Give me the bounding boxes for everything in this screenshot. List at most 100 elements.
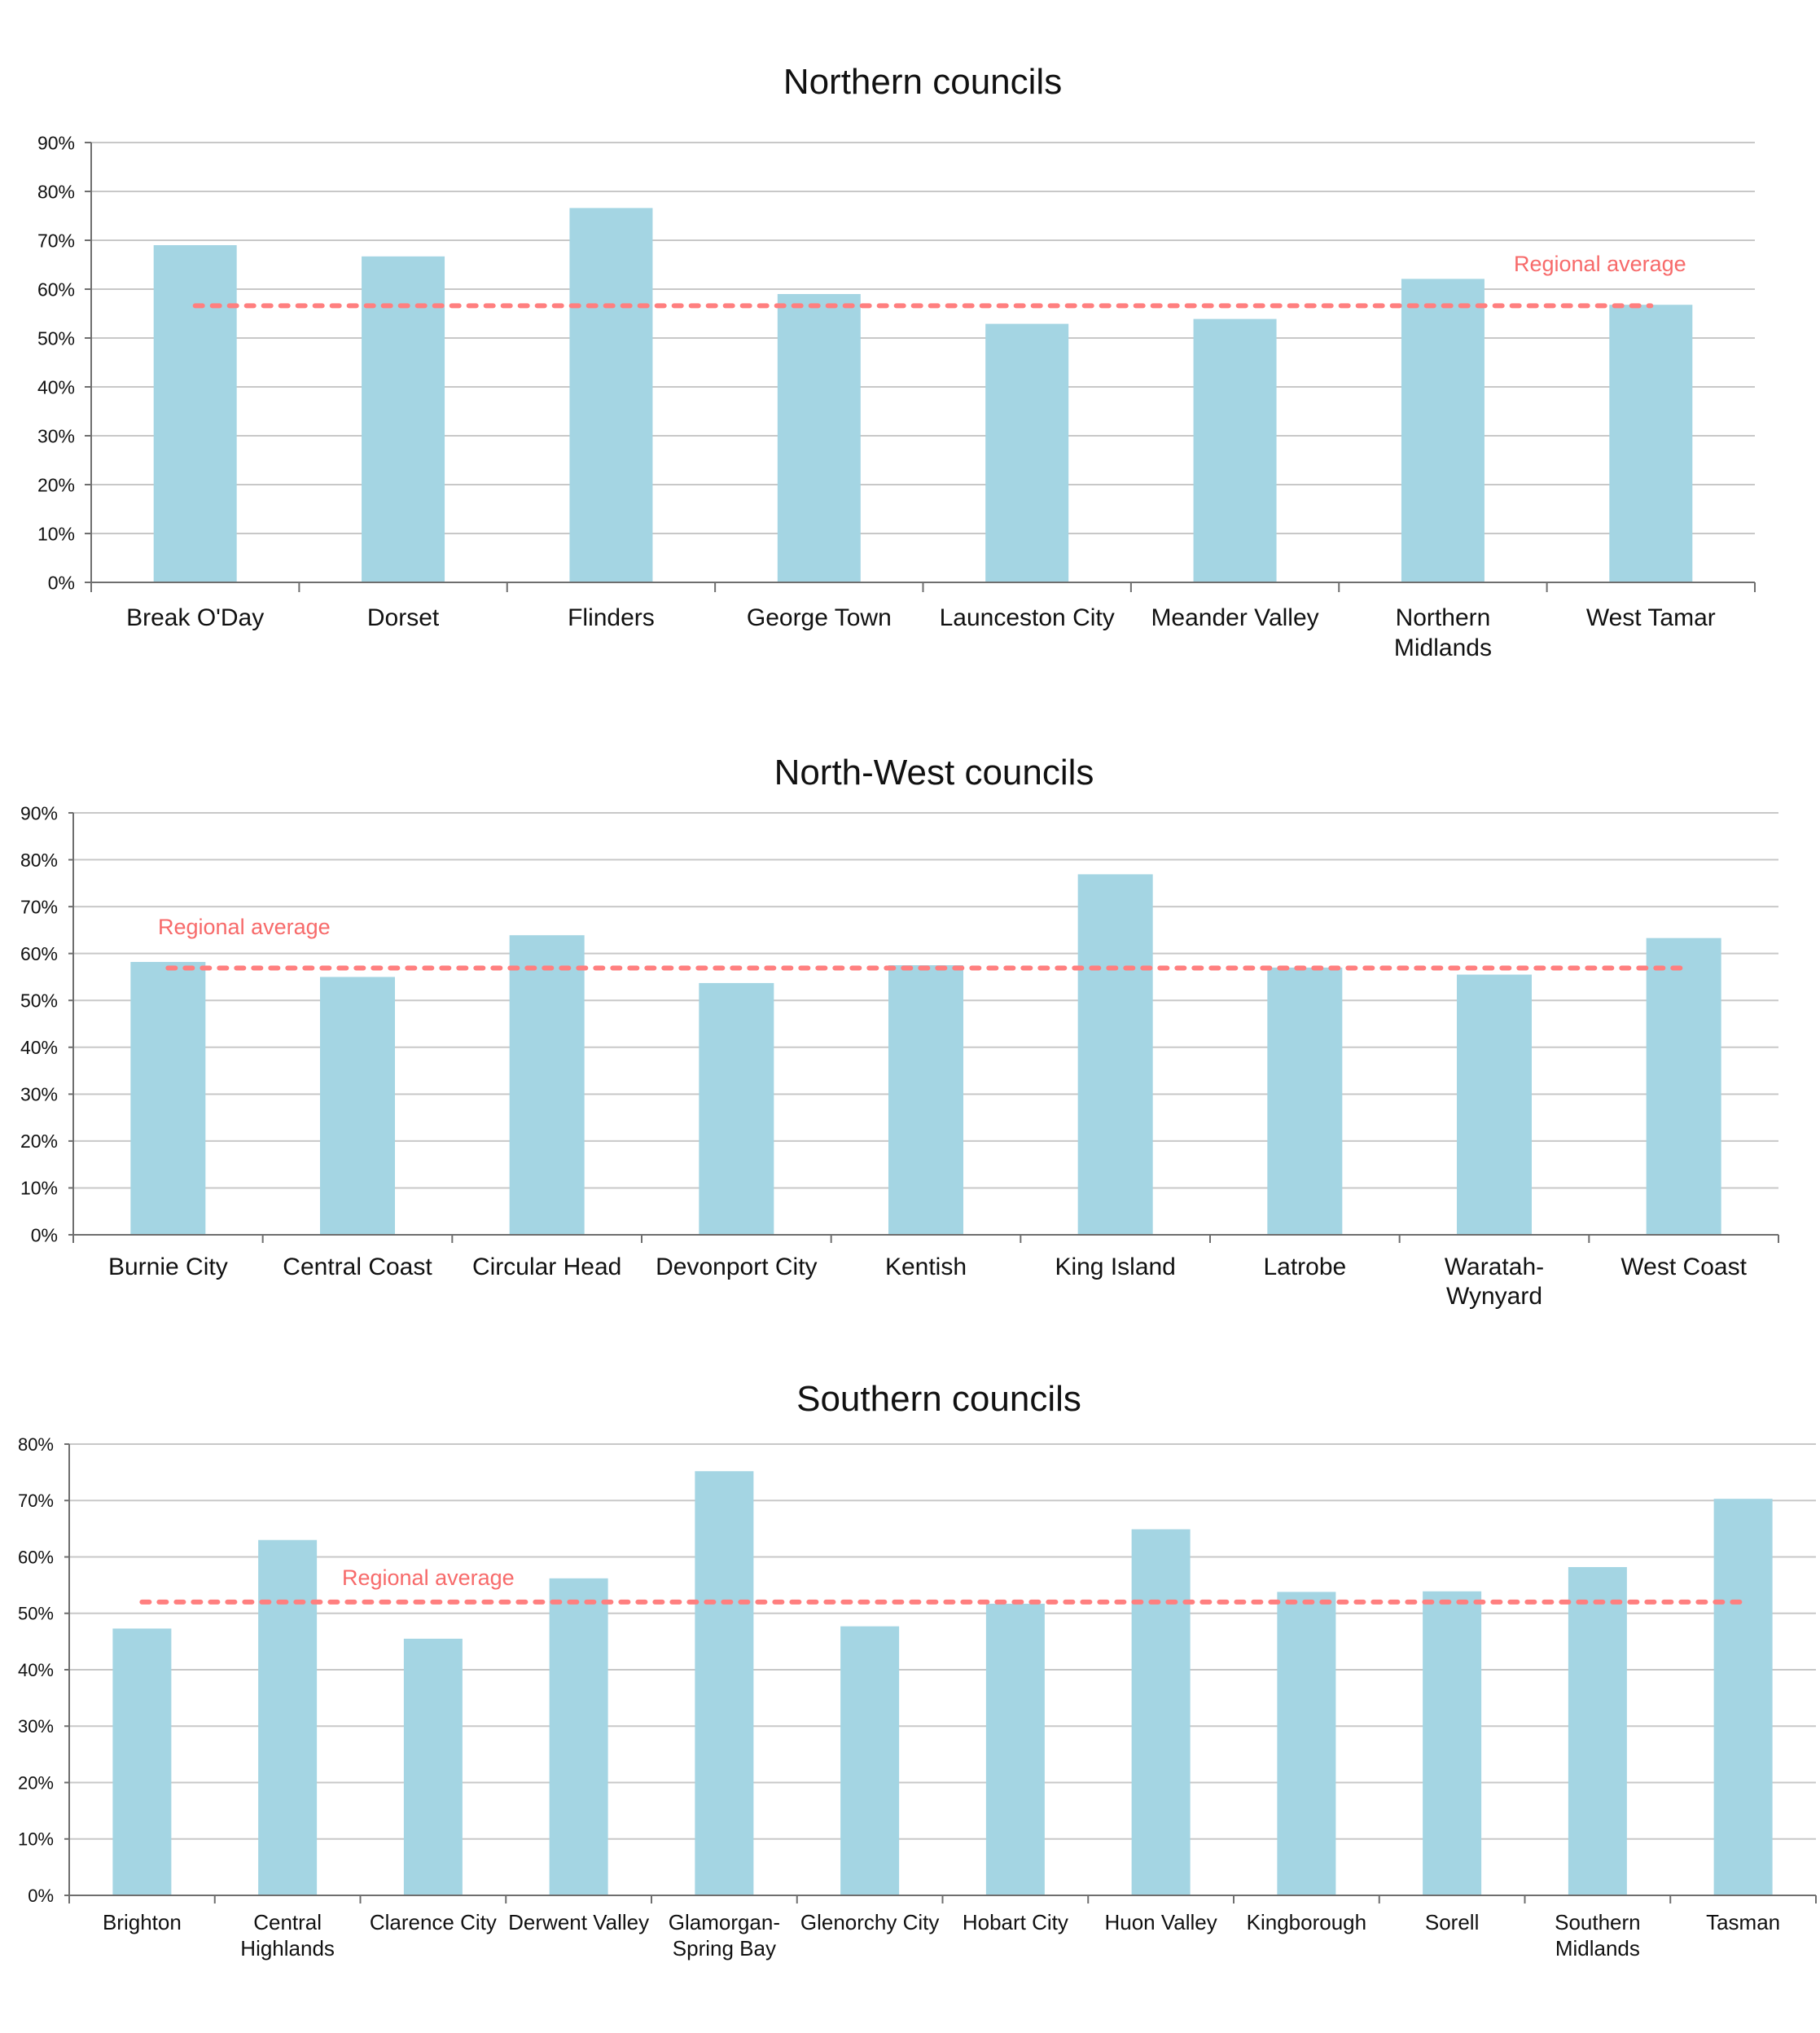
y-tick-label: 60% (37, 279, 75, 300)
regional-average-label: Regional average (342, 1565, 515, 1590)
y-tick-label: 20% (20, 1131, 58, 1152)
y-tick-label: 0% (28, 1886, 54, 1906)
x-tick-label: Brighton (103, 1910, 182, 1934)
y-tick-label: 40% (37, 376, 75, 397)
y-tick-label: 10% (18, 1829, 54, 1850)
y-tick-label: 20% (18, 1772, 54, 1793)
x-tick-label: Tasman (1706, 1910, 1780, 1934)
bar (840, 1626, 900, 1895)
x-tick-label: Kentish (885, 1254, 967, 1280)
x-tick-label: Dorset (367, 604, 440, 631)
bar (403, 1638, 463, 1895)
x-tick-label: Break O'Day (126, 604, 264, 631)
x-tick-label: Glamorgan- (669, 1910, 780, 1934)
x-tick-label: West Coast (1620, 1254, 1747, 1280)
y-tick-label: 30% (18, 1716, 54, 1737)
y-tick-label: 50% (37, 327, 75, 349)
x-tick-label: Huon Valley (1104, 1910, 1217, 1934)
bar (985, 1603, 1045, 1895)
bar (1609, 305, 1693, 582)
y-tick-label: 70% (18, 1491, 54, 1511)
northern-councils-chart: Northern councils 0% 10% 20% 30% 40% 50% 60% 70%… (37, 62, 1756, 661)
bar (1568, 1566, 1627, 1895)
bar (777, 294, 861, 582)
y-tick-label: 50% (20, 990, 58, 1012)
bar (888, 965, 963, 1235)
chart-title: Northern councils (783, 62, 1062, 102)
bar (153, 245, 237, 582)
y-tick-label: 90% (37, 132, 75, 153)
x-tick-label: Midlands (1555, 1936, 1640, 1961)
x-tick-label: King Island (1055, 1254, 1175, 1280)
bar (1713, 1499, 1773, 1895)
bar (1401, 279, 1485, 582)
x-tick-label: Derwent Valley (508, 1910, 649, 1934)
x-tick-label: Midlands (1394, 634, 1492, 661)
y-tick-label: 50% (18, 1604, 54, 1624)
north-west-councils-chart: North-West councils 0% 10% 20% 30% 40% 50% 60% 7… (20, 753, 1779, 1310)
y-tick-label: 80% (18, 1434, 54, 1455)
y-tick-label: 0% (48, 572, 75, 593)
y-tick-label: 40% (18, 1660, 54, 1680)
y-tick-label: 40% (20, 1037, 58, 1058)
bar (1423, 1591, 1482, 1895)
bar (699, 982, 774, 1235)
y-tick-label: 0% (31, 1224, 58, 1245)
x-tick-label: Waratah- (1445, 1254, 1544, 1280)
bar (549, 1578, 608, 1895)
bar (1277, 1592, 1336, 1895)
y-tick-label: 90% (20, 802, 58, 823)
y-tick-label: 70% (20, 896, 58, 917)
bar (1646, 937, 1721, 1235)
x-tick-label: Northern (1396, 604, 1491, 631)
x-tick-label: Circular Head (472, 1254, 621, 1280)
x-tick-label: Glenorchy City (800, 1910, 940, 1934)
x-tick-label: Spring Bay (673, 1936, 776, 1961)
x-tick-label: George Town (747, 604, 892, 631)
x-tick-label: Flinders (568, 604, 655, 631)
chart-title: Southern councils (796, 1379, 1081, 1419)
x-tick-label: Hobart City (963, 1910, 1068, 1934)
x-tick-label: Wynyard (1446, 1283, 1542, 1310)
bar (362, 256, 445, 582)
x-tick-label: West Tamar (1586, 604, 1716, 631)
bar (1267, 967, 1343, 1235)
y-tick-label: 60% (20, 943, 58, 964)
x-tick-label: Southern (1555, 1910, 1641, 1934)
y-tick-label: 80% (20, 850, 58, 871)
x-tick-label: Highlands (240, 1936, 335, 1961)
x-tick-label: Clarence City (370, 1910, 497, 1934)
x-tick-label: Central Coast (283, 1254, 432, 1280)
bar (509, 935, 585, 1235)
bar (130, 962, 206, 1235)
x-tick-label: Kingborough (1247, 1910, 1366, 1934)
x-tick-label: Launceston City (940, 604, 1115, 631)
bar (320, 977, 395, 1235)
bar (258, 1539, 318, 1895)
y-tick-label: 80% (37, 181, 75, 202)
y-tick-label: 10% (20, 1178, 58, 1199)
y-tick-label: 10% (37, 523, 75, 544)
bar (569, 208, 653, 582)
y-tick-label: 30% (20, 1084, 58, 1105)
southern-councils-chart: Southern councils 0% 10% 20% 30% 40% 50% 60% 70%… (18, 1379, 1817, 1961)
bar (1457, 974, 1532, 1235)
regional-average-label: Regional average (158, 915, 331, 939)
bar (1131, 1529, 1191, 1895)
y-tick-label: 60% (18, 1547, 54, 1567)
y-tick-label: 30% (37, 425, 75, 446)
chart-title: North-West councils (774, 753, 1094, 793)
bar (985, 323, 1069, 582)
y-tick-label: 20% (37, 474, 75, 495)
bar (1193, 318, 1277, 582)
x-tick-label: Burnie City (108, 1254, 228, 1280)
bar (695, 1471, 754, 1895)
x-tick-label: Sorell (1425, 1910, 1479, 1934)
regional-average-label: Regional average (1514, 252, 1686, 276)
x-tick-label: Latrobe (1263, 1254, 1346, 1280)
x-tick-label: Meander Valley (1151, 604, 1318, 631)
bar (112, 1628, 172, 1895)
x-tick-label: Devonport City (656, 1254, 817, 1280)
bar (1077, 874, 1153, 1235)
